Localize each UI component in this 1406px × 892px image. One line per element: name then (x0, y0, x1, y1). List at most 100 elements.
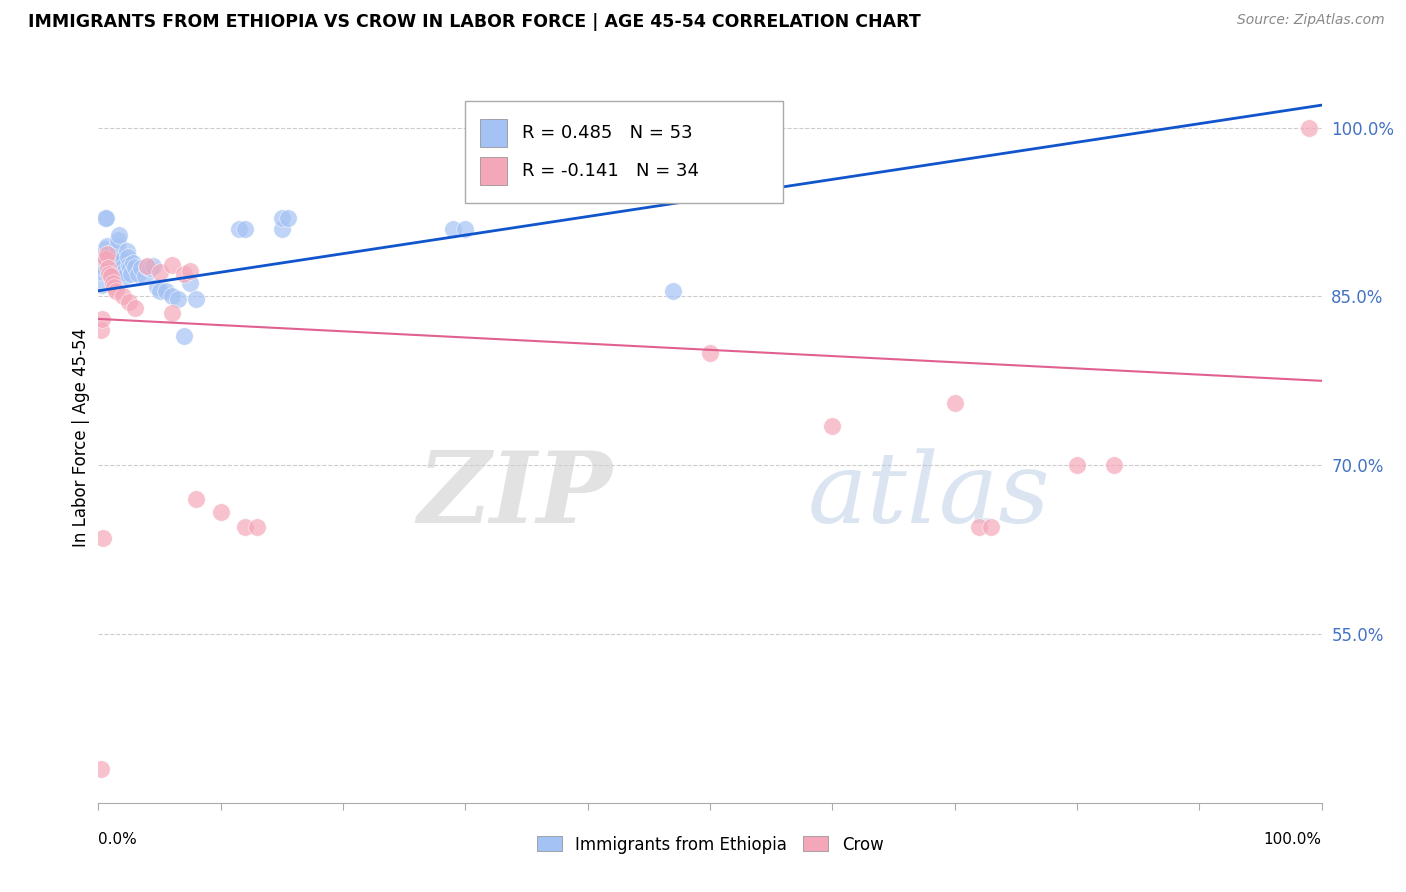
Point (105, 239, 128, 253)
Legend: Immigrants from Ethiopia, Crow: Immigrants from Ethiopia, Crow (530, 829, 890, 860)
Point (104, 284, 127, 298)
Text: atlas: atlas (808, 448, 1050, 543)
Point (94, 255, 117, 269)
Point (136, 260, 159, 275)
Point (149, 265, 172, 279)
Point (160, 289, 183, 303)
Point (96, 239, 118, 253)
Point (93, 242, 115, 256)
Point (179, 276, 201, 290)
Point (93, 252, 115, 267)
Text: R = -0.141   N = 34: R = -0.141 N = 34 (522, 161, 699, 180)
Point (108, 227, 131, 242)
Point (167, 292, 190, 306)
Point (943, 396, 966, 410)
FancyBboxPatch shape (465, 101, 783, 203)
Point (160, 258, 183, 272)
Point (120, 267, 142, 281)
Point (228, 222, 250, 236)
Point (124, 260, 146, 275)
Point (112, 265, 135, 279)
Point (124, 301, 146, 315)
Point (110, 252, 132, 267)
Point (94, 211, 117, 225)
Point (179, 263, 201, 277)
Point (97, 250, 120, 264)
Point (115, 244, 138, 259)
Point (967, 520, 990, 534)
Point (270, 222, 294, 236)
Point (980, 520, 1002, 534)
Point (246, 520, 269, 534)
Point (103, 267, 125, 281)
Point (139, 261, 162, 276)
Point (186, 491, 208, 506)
Text: Source: ZipAtlas.com: Source: ZipAtlas.com (1237, 13, 1385, 28)
Point (98, 246, 121, 260)
Point (111, 253, 134, 268)
Point (129, 261, 152, 276)
Point (454, 222, 477, 236)
Point (118, 295, 141, 310)
Point (101, 261, 124, 276)
FancyBboxPatch shape (479, 119, 508, 146)
Point (100, 269, 122, 284)
Point (160, 306, 183, 320)
Point (441, 222, 464, 236)
Point (96, 246, 118, 260)
Point (1102, 458, 1125, 473)
Point (91, 265, 114, 279)
FancyBboxPatch shape (479, 157, 508, 185)
Point (233, 520, 256, 534)
Point (121, 255, 143, 269)
Point (155, 284, 177, 298)
Point (277, 211, 299, 225)
Text: IMMIGRANTS FROM ETHIOPIA VS CROW IN LABOR FORCE | AGE 45-54 CORRELATION CHART: IMMIGRANTS FROM ETHIOPIA VS CROW IN LABO… (28, 13, 921, 31)
Point (136, 259, 159, 273)
Point (186, 292, 208, 306)
Point (1066, 458, 1088, 473)
Point (146, 280, 169, 294)
Point (93, 211, 115, 225)
Point (111, 289, 134, 303)
Point (134, 269, 156, 284)
Point (97, 261, 120, 276)
Point (114, 269, 136, 284)
Point (111, 260, 134, 275)
Point (127, 267, 149, 281)
Point (98, 267, 121, 281)
Point (103, 280, 125, 294)
Point (699, 345, 721, 359)
Text: ZIP: ZIP (418, 448, 612, 544)
Point (100, 258, 122, 272)
Point (117, 250, 139, 264)
Point (142, 259, 165, 273)
Text: 100.0%: 100.0% (1264, 832, 1322, 847)
Point (149, 284, 172, 298)
Point (91, 532, 114, 546)
Point (209, 506, 232, 520)
Point (91, 312, 114, 326)
Point (118, 258, 141, 272)
Point (821, 418, 844, 433)
Y-axis label: In Labor Force | Age 45-54: In Labor Force | Age 45-54 (72, 327, 90, 547)
Point (91, 278, 114, 293)
Point (101, 276, 124, 290)
Point (89, 255, 111, 269)
Point (107, 233, 129, 247)
Point (173, 328, 195, 343)
Point (90, 762, 112, 776)
Point (233, 222, 256, 236)
Point (173, 267, 195, 281)
Point (270, 211, 294, 225)
Point (94, 252, 117, 267)
Text: R = 0.485   N = 53: R = 0.485 N = 53 (522, 124, 692, 142)
Point (90, 323, 112, 337)
Point (120, 261, 142, 276)
Point (104, 246, 127, 260)
Point (90, 258, 112, 272)
Text: 0.0%: 0.0% (98, 832, 138, 847)
Point (662, 284, 685, 298)
Point (1298, 120, 1320, 135)
Point (101, 252, 124, 267)
